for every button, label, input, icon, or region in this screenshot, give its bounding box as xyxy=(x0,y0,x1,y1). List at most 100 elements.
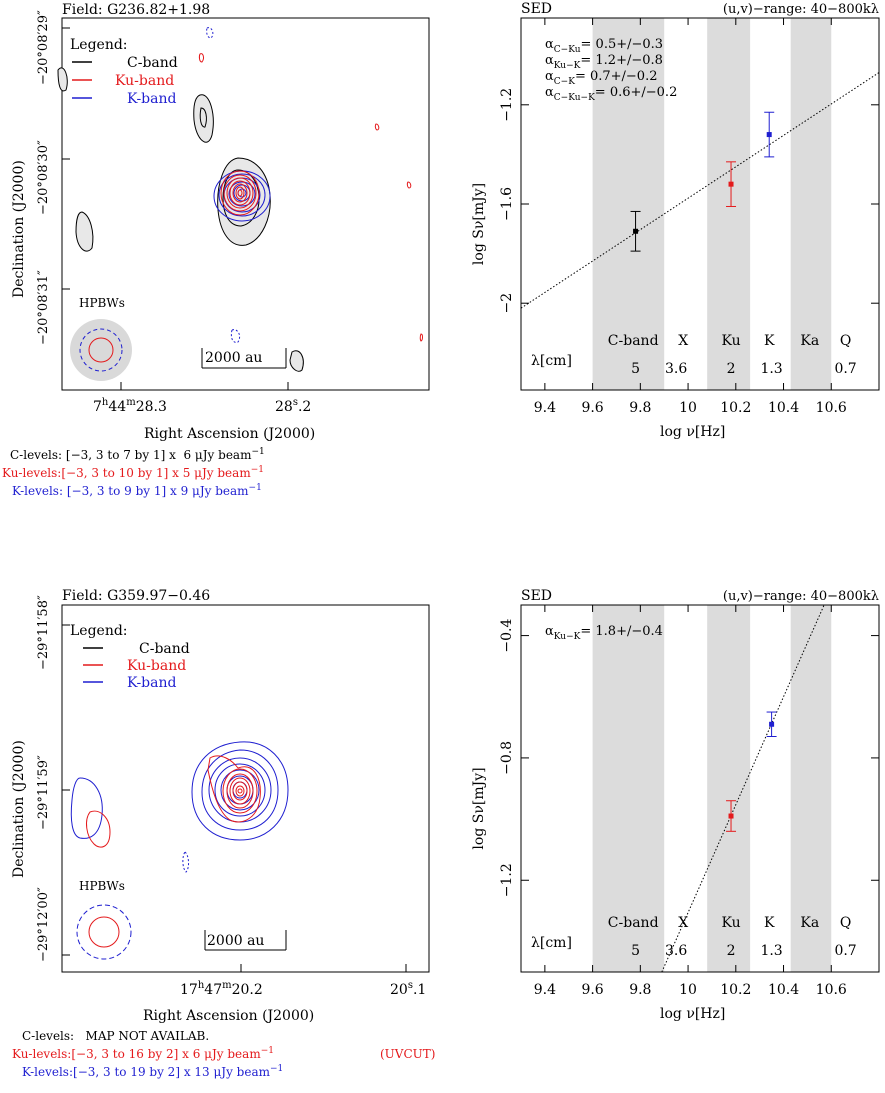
ra-tick-label: 20s.1 xyxy=(390,980,426,998)
scale-bar-label: 2000 au xyxy=(205,350,262,366)
band-shade xyxy=(790,18,832,390)
legend-k-label: K-band xyxy=(127,91,176,107)
dec-tick-label: −29°11′59″ xyxy=(36,755,51,830)
k-levels: K-levels:[−3, 3 to 19 by 2] x 13 μJy bea… xyxy=(22,1064,283,1079)
band-name: Ku xyxy=(721,333,740,349)
hpbw-k-beam xyxy=(79,328,123,372)
legend-c-label: C-band xyxy=(139,641,190,657)
c-band-contour xyxy=(193,94,214,143)
alpha-value: = 0.6+/−0.2 xyxy=(595,85,678,100)
lambda-value: 0.7 xyxy=(834,361,856,377)
level-text: [−3, 3 to 10 by 1] x 5 μJy beam xyxy=(61,466,251,480)
lambda-value: 2 xyxy=(727,943,736,959)
hpbw-label: HPBWs xyxy=(79,879,125,893)
band-shade xyxy=(707,18,751,390)
k-band-neg-contour xyxy=(230,329,241,343)
scale-bar-label: 2000 au xyxy=(207,933,264,949)
ku-band-contour xyxy=(226,773,254,809)
ku-band-contour xyxy=(86,810,111,848)
legend-title: Legend: xyxy=(70,37,128,53)
y-tick-label: −0.8 xyxy=(499,741,515,775)
ku-levels: Ku-levels:[−3, 3 to 16 by 2] x 6 μJy bea… xyxy=(12,1046,274,1061)
map-contours xyxy=(70,741,289,873)
x-tick-label: 10.4 xyxy=(768,400,799,416)
dec-axis-label: Declination (J2000) xyxy=(11,160,27,298)
legend-title: Legend: xyxy=(70,623,128,639)
x-tick-label: 10.6 xyxy=(816,400,847,416)
band-shade xyxy=(790,605,832,972)
x-axis-label: log ν[Hz] xyxy=(660,424,725,440)
y-tick-label: −1.2 xyxy=(499,88,515,122)
spectral-index-label: αKu−K= 1.2+/−0.8 xyxy=(545,53,663,71)
alpha-value: = 1.8+/−0.4 xyxy=(580,624,663,639)
lambda-value: 5 xyxy=(631,361,640,377)
dec-axis-label: Declination (J2000) xyxy=(11,740,27,878)
y-tick-label: −1.6 xyxy=(499,187,515,221)
hpbw-ku-beam xyxy=(88,337,114,363)
map-frame xyxy=(61,17,430,391)
lambda-value: 1.3 xyxy=(760,943,782,959)
level-text: [−3, 3 to 19 by 2] x 13 μJy beam xyxy=(73,1065,271,1079)
x-tick-label: 9.6 xyxy=(581,400,603,416)
ku-band-contour xyxy=(220,170,260,216)
ku-levels: Ku-levels:[−3, 3 to 10 by 1] x 5 μJy bea… xyxy=(2,465,264,480)
x-tick-label: 9.6 xyxy=(581,982,603,998)
level-name: C-levels: xyxy=(10,448,62,462)
band-name: K xyxy=(764,333,775,349)
lambda-value: 3.6 xyxy=(665,361,687,377)
x-tick-label: 9.8 xyxy=(629,982,651,998)
uv-range-label: (u,v)−range: 40−800kλ xyxy=(723,589,879,604)
sed-title: SED xyxy=(521,588,552,604)
ra-tick-label: 7h44m28.3 xyxy=(93,397,167,415)
alpha-subscript: C−Ku xyxy=(554,45,581,55)
alpha-subscript: C−Ku−K xyxy=(554,93,595,103)
spectral-index-label: αC−Ku= 0.5+/−0.3 xyxy=(545,37,663,55)
ku-band-contour xyxy=(406,181,412,189)
ku-band-contour xyxy=(226,177,254,209)
band-name: X xyxy=(678,333,688,349)
dec-axis: −29°11′58″ −29°11′59″ −29°12′00″ Declina… xyxy=(11,595,51,962)
lambda-value: 2 xyxy=(727,361,736,377)
y-tick-label: −1.2 xyxy=(499,863,515,897)
c-band-contour xyxy=(289,350,304,372)
data-point xyxy=(766,132,772,138)
dec-tick-label: −29°12′00″ xyxy=(36,887,51,962)
ku-band-contour xyxy=(374,123,380,131)
ku-band-contour xyxy=(229,777,251,805)
level-name: K-levels: xyxy=(22,1065,73,1079)
ku-band-contour xyxy=(229,180,251,206)
alpha-value: = 1.2+/−0.8 xyxy=(580,53,663,68)
c-band-contour xyxy=(217,157,271,246)
legend-ku-label: Ku-band xyxy=(127,658,186,674)
x-axis-label: log ν[Hz] xyxy=(660,1006,725,1022)
alpha-symbol: α xyxy=(545,69,554,84)
legend-ku-label: Ku-band xyxy=(115,73,174,89)
sed-frame xyxy=(520,604,880,973)
spectral-index-label: αC−Ku−K= 0.6+/−0.2 xyxy=(545,85,677,103)
band-name: Ka xyxy=(800,915,819,931)
level-text: MAP NOT AVAILAB. xyxy=(74,1029,209,1043)
data-point xyxy=(728,181,734,187)
data-point xyxy=(769,721,775,727)
k-band-neg-contour xyxy=(182,851,189,873)
ku-band-contour xyxy=(198,53,204,63)
x-tick-label: 9.8 xyxy=(629,400,651,416)
k-levels: K-levels: [−3, 3 to 9 by 1] x 9 μJy beam… xyxy=(12,483,262,498)
level-exp: −1 xyxy=(270,1064,283,1074)
map-ticks xyxy=(62,624,407,972)
x-tick-label: 10.2 xyxy=(720,400,751,416)
ra-axis-label: Right Ascension (J2000) xyxy=(144,426,315,442)
hpbw-k-beam xyxy=(76,904,132,960)
sed-chart-1: SED (u,v)−range: 40−800kλ 9.4 9.6 9.8 10 10.2 1… xyxy=(471,1,880,440)
alpha-symbol: α xyxy=(545,37,554,52)
fit-line xyxy=(661,604,825,973)
map-contours xyxy=(57,27,423,372)
ku-band-contour xyxy=(232,183,248,203)
ku-band-contour xyxy=(419,333,423,342)
c-band-contour xyxy=(75,211,94,252)
map-frame xyxy=(61,604,430,973)
k-band-contour xyxy=(191,741,289,841)
legend-k-label: K-band xyxy=(127,675,176,691)
x-tick-label: 10 xyxy=(679,400,697,416)
